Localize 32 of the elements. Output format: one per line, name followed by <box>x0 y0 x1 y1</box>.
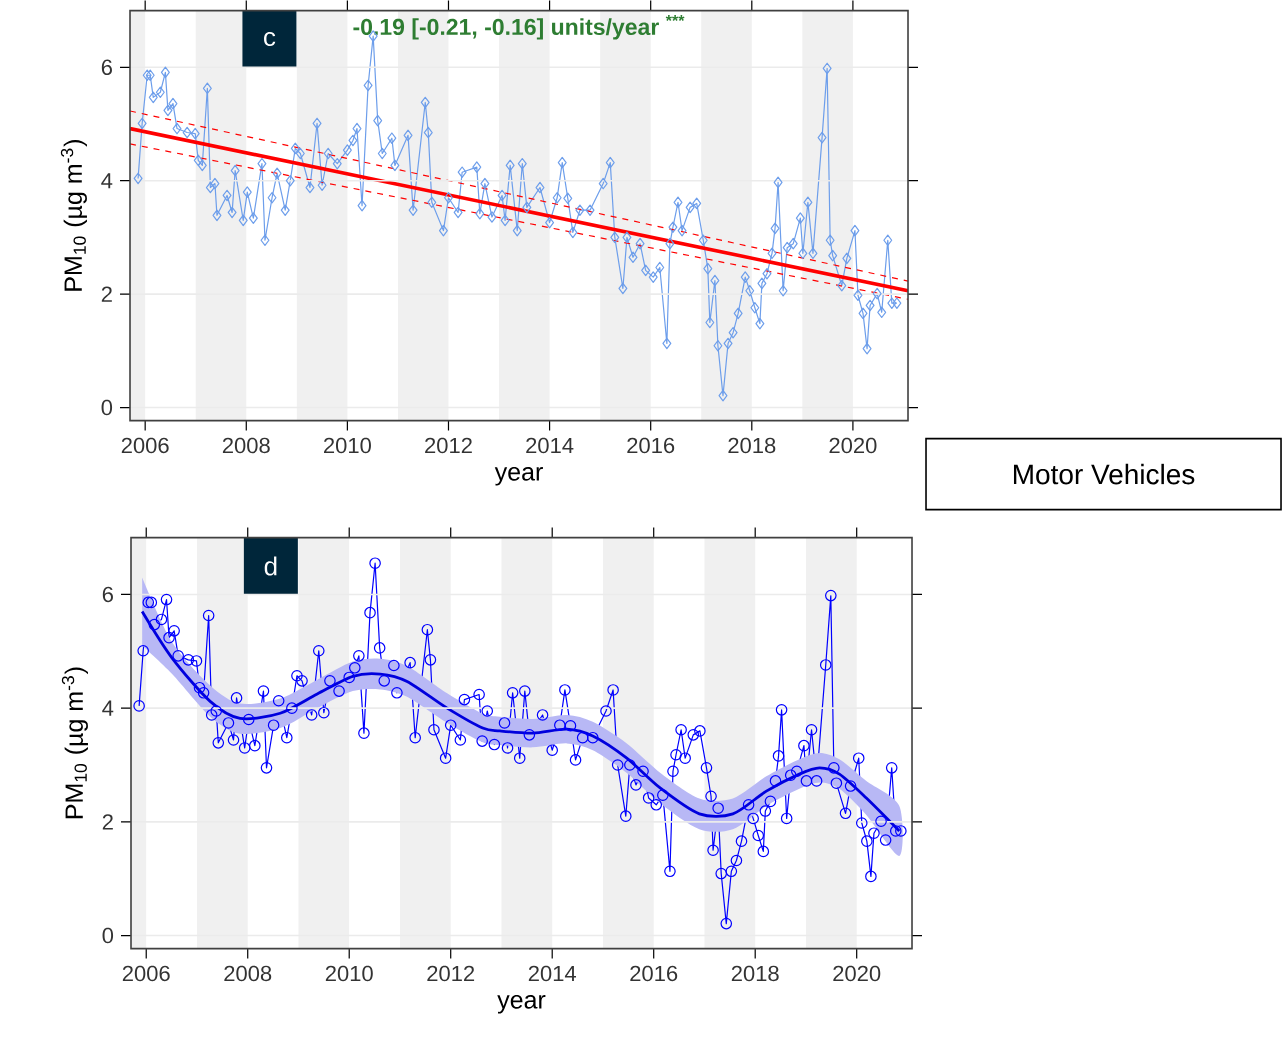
y-tick-label: 2 <box>102 814 113 830</box>
annotation: c <box>264 32 276 47</box>
annotation: d <box>264 556 277 576</box>
x-tick-label: 2016 <box>630 965 678 982</box>
y-tick-label: 4 <box>102 700 114 716</box>
y-tick-label: 6 <box>102 586 113 603</box>
y-tick-label: 0 <box>102 927 114 944</box>
y-tick-label: 6 <box>101 59 112 76</box>
x-tick-label: 2020 <box>833 965 881 982</box>
x-axis-title: year <box>494 467 543 486</box>
annotation: -0.19 [-0.21, -0.16] units/year $^{***}$ <box>353 15 685 40</box>
y-tick-label: 4 <box>101 173 113 189</box>
y-tick-label: 2 <box>101 286 112 303</box>
x-tick-label: 2018 <box>731 965 779 982</box>
y-tick-label: 0 <box>101 400 113 416</box>
x-axis-title: year <box>497 995 546 1014</box>
x-tick-label: 2008 <box>224 965 272 982</box>
y-axis-title: PM$_{10}$ (µg m$^{-3}$) <box>61 667 88 819</box>
x-tick-label: 2014 <box>528 965 577 982</box>
x-tick-label: 2006 <box>122 965 170 982</box>
x-tick-label: 2008 <box>222 437 270 454</box>
x-tick-label: 2012 <box>425 437 472 454</box>
y-axis-title: PM$_{10}$ (µg m$^{-3}$) <box>60 140 87 291</box>
x-tick-label: 2018 <box>728 437 776 454</box>
x-tick-label: 2006 <box>121 437 169 454</box>
x-tick-label: 2010 <box>325 965 373 982</box>
x-tick-label: 2010 <box>324 437 371 454</box>
text: Motor Vehicles <box>1013 464 1195 485</box>
x-tick-label: 2012 <box>427 965 475 982</box>
x-tick-label: 2014 <box>526 437 574 454</box>
x-tick-label: 2016 <box>627 437 675 454</box>
x-tick-label: 2020 <box>829 437 877 454</box>
